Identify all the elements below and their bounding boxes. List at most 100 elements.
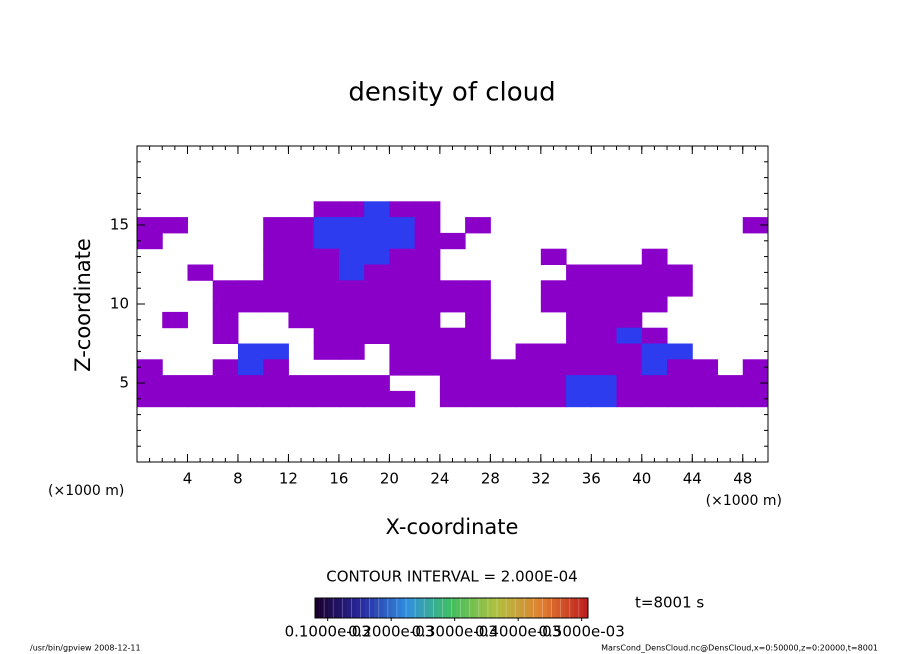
density-cell <box>541 265 567 281</box>
density-cell <box>288 375 315 392</box>
density-cell <box>364 327 390 344</box>
colorbar-tick-label: 0.1000e-03 <box>285 623 371 641</box>
density-cell <box>718 280 744 296</box>
density-cell <box>641 264 668 281</box>
density-cell <box>692 201 718 217</box>
density-cell <box>389 359 416 376</box>
density-cell <box>263 248 289 265</box>
density-cell <box>212 327 239 344</box>
colorbar-segment <box>560 598 566 618</box>
density-cell <box>237 390 264 408</box>
density-cell <box>288 311 315 329</box>
density-cell <box>617 201 643 217</box>
density-cell <box>213 344 239 360</box>
density-cell <box>692 265 718 281</box>
density-cell <box>162 233 188 249</box>
density-cell <box>591 327 618 344</box>
density-cell <box>338 232 365 250</box>
density-cell <box>364 201 390 218</box>
colorbar-segment <box>578 598 584 618</box>
density-cell <box>667 343 693 360</box>
density-cell <box>288 264 315 281</box>
colorbar-segment <box>446 598 452 618</box>
density-cell <box>692 312 718 328</box>
density-cell <box>414 359 441 376</box>
density-cell <box>288 201 314 217</box>
density-cell <box>439 296 466 313</box>
density-cell <box>439 375 466 392</box>
density-cell <box>414 327 441 344</box>
density-cell <box>692 233 718 249</box>
density-cell <box>238 201 264 217</box>
density-cell <box>338 264 365 281</box>
density-cell <box>540 390 567 408</box>
colorbar-segment <box>497 598 502 618</box>
density-cell <box>414 248 441 265</box>
colorbar-tick-label: 0.4000e-03 <box>475 623 561 641</box>
density-cell <box>490 249 516 265</box>
x-tick-label: 24 <box>430 470 449 488</box>
density-cell <box>667 375 693 392</box>
density-cell <box>213 201 239 217</box>
density-cell <box>187 233 213 249</box>
colorbar-segment <box>583 598 589 618</box>
density-cell <box>465 233 491 249</box>
density-cell <box>515 343 542 360</box>
density-cell <box>137 217 163 234</box>
density-cell <box>465 280 491 297</box>
density-cell <box>212 296 239 313</box>
density-cell <box>617 233 643 249</box>
density-cell <box>566 296 592 313</box>
density-cell <box>692 390 719 408</box>
density-cell <box>540 375 567 392</box>
density-cell <box>162 328 188 344</box>
density-cell <box>692 217 718 233</box>
density-cell <box>187 375 214 392</box>
colorbar-segment <box>415 598 420 618</box>
density-cell <box>490 390 517 408</box>
density-cell <box>364 248 390 265</box>
colorbar-tick-label: 0.3000e-03 <box>412 623 498 641</box>
density-cell <box>641 248 668 265</box>
colorbar-segment <box>319 598 325 618</box>
density-cell <box>541 328 567 344</box>
density-cell <box>364 344 390 360</box>
density-cell <box>389 311 416 329</box>
contour-interval: CONTOUR INTERVAL = 2.000E-04 <box>326 568 577 586</box>
colorbar-segment <box>374 598 379 618</box>
density-cell <box>616 264 643 281</box>
density-cell <box>566 201 592 217</box>
colorbar-segment <box>392 598 398 618</box>
density-cell <box>263 312 289 328</box>
density-cell <box>465 375 491 392</box>
density-cell <box>187 312 213 328</box>
density-cell <box>742 375 769 392</box>
density-cell <box>414 343 441 360</box>
colorbar-segment <box>355 598 361 618</box>
density-cell <box>465 217 491 234</box>
footer-left: /usr/bin/gpview 2008-12-11 <box>30 644 141 653</box>
density-cell <box>237 343 264 360</box>
density-cell <box>313 280 340 297</box>
colorbar-segment <box>469 598 475 618</box>
density-cell <box>667 201 693 217</box>
colorbar-segment <box>387 598 393 618</box>
density-cell <box>414 201 441 218</box>
density-cell <box>238 217 264 233</box>
density-cell <box>541 201 567 217</box>
density-cell <box>238 312 264 328</box>
chart-title: density of cloud <box>348 78 555 108</box>
density-cell <box>162 390 188 408</box>
density-cell <box>364 296 390 313</box>
colorbar-segment <box>460 598 466 618</box>
density-cell <box>617 217 643 233</box>
density-cell <box>540 343 567 360</box>
density-cell <box>338 375 365 392</box>
density-cell <box>616 390 643 408</box>
density-cell <box>667 359 693 376</box>
density-cell <box>516 280 542 296</box>
colorbar-segment <box>556 598 561 618</box>
density-cell <box>667 296 693 312</box>
colorbar-segment <box>574 598 580 618</box>
